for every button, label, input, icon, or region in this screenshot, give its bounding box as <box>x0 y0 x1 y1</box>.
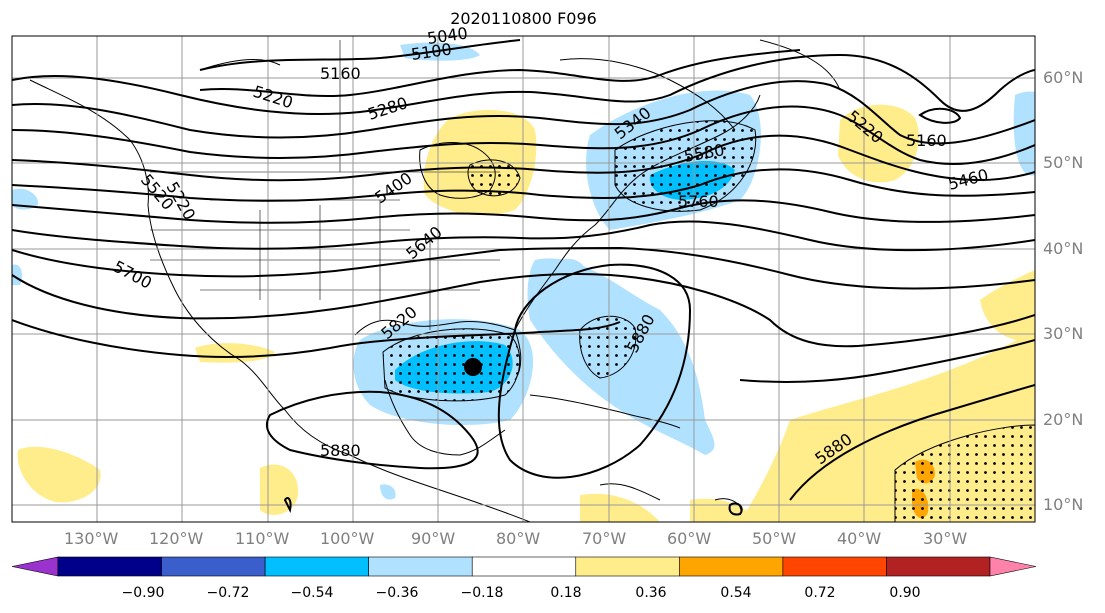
contour-label: 5880 <box>320 441 361 460</box>
colorbar-tick-label: −0.54 <box>290 585 334 601</box>
colorbar-segment <box>161 556 266 577</box>
colorbar-segment <box>368 556 473 577</box>
map-frame <box>11 35 1036 523</box>
lon-label-130w: 130°W <box>64 529 119 548</box>
colorbar-segment <box>471 556 577 577</box>
colorbar-segment <box>679 556 784 577</box>
colorbar <box>11 556 1037 577</box>
contour-label: 5160 <box>320 64 361 83</box>
storm-center-marker <box>464 358 482 376</box>
contour-label: 5700 <box>110 257 155 293</box>
contour-label: 5280 <box>365 93 410 124</box>
colorbar-segment <box>782 556 887 577</box>
colorbar-tick-label: 0.54 <box>720 585 752 601</box>
positive-anomaly-shading <box>17 104 1035 522</box>
contour-label: 5220 <box>251 82 296 113</box>
lon-label-30w: 30°W <box>923 529 968 548</box>
lon-label-50w: 50°W <box>752 529 797 548</box>
lon-label-110w: 110°W <box>235 529 290 548</box>
lon-label-40w: 40°W <box>837 529 882 548</box>
contour-label: 5160 <box>906 131 947 150</box>
colorbar-tick-label: −0.90 <box>121 585 165 601</box>
lon-label-80w: 80°W <box>496 529 541 548</box>
lon-label-90w: 90°W <box>411 529 456 548</box>
colorbar-segment <box>575 556 680 577</box>
lon-label-100w: 100°W <box>320 529 375 548</box>
lon-label-120w: 120°W <box>149 529 204 548</box>
contour-label: 5760 <box>678 192 719 211</box>
colorbar-tick-label: −0.36 <box>375 585 419 601</box>
map-title: 2020110800 F096 <box>450 9 597 28</box>
lon-label-70w: 70°W <box>582 529 627 548</box>
colorbar-segment <box>886 556 991 577</box>
lat-label-40n: 40°N <box>1043 239 1084 258</box>
lat-label-30n: 30°N <box>1043 324 1084 343</box>
political-borders <box>150 40 500 330</box>
height-contours <box>12 39 1035 516</box>
colorbar-extend-low <box>11 556 59 577</box>
colorbar-tick-label: 0.18 <box>550 585 582 601</box>
colorbar-segment <box>264 556 369 577</box>
colorbar-tick-label: 0.72 <box>804 585 836 601</box>
lat-label-50n: 50°N <box>1043 153 1084 172</box>
colorbar-tick-label: −0.18 <box>460 585 504 601</box>
significance-stippling <box>382 120 1035 522</box>
colorbar-tick-label: 0.90 <box>889 585 921 601</box>
colorbar-tick-label: −0.72 <box>206 585 250 601</box>
lat-label-10n: 10°N <box>1043 495 1084 514</box>
lat-label-20n: 20°N <box>1043 410 1084 429</box>
colorbar-tick-label: 0.36 <box>635 585 667 601</box>
colorbar-extend-high <box>989 556 1037 577</box>
colorbar-segment <box>57 556 162 577</box>
lat-label-60n: 60°N <box>1043 68 1084 87</box>
lon-label-60w: 60°W <box>667 529 712 548</box>
